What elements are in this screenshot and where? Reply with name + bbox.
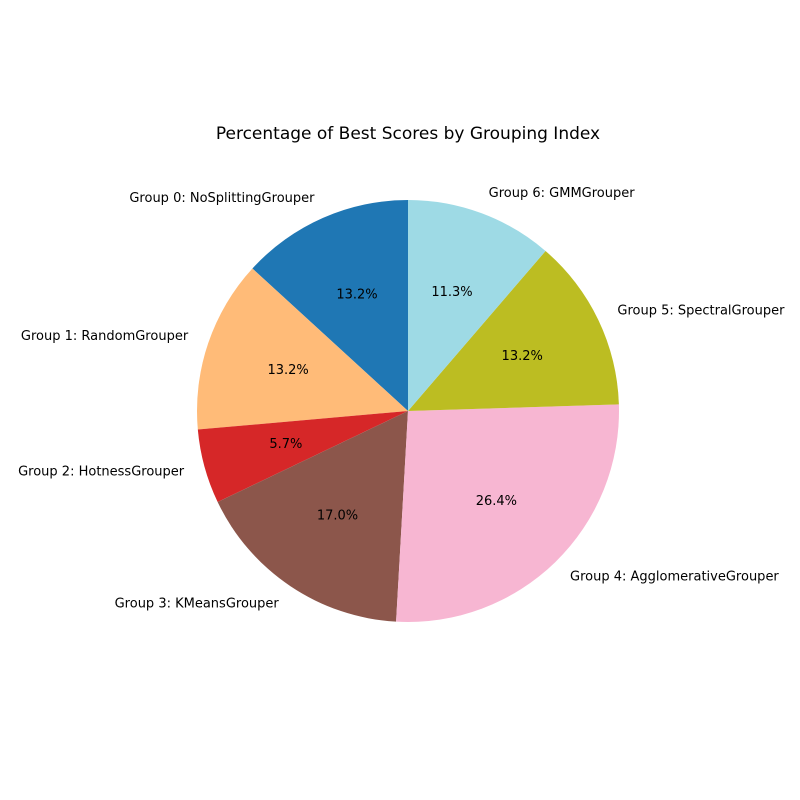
- category-label-group-2-hotnessgrouper: Group 2: HotnessGrouper: [18, 465, 185, 480]
- category-label-group-5-spectralgrouper: Group 5: SpectralGrouper: [617, 303, 785, 318]
- pie-slice-group-0-nosplittinggrouper: [252, 200, 408, 411]
- pie-slice-group-6-gmmgrouper: [408, 200, 546, 411]
- category-label-group-1-randomgrouper: Group 1: RandomGrouper: [21, 329, 189, 344]
- pie-slice-group-4-agglomerativegrouper: [396, 404, 620, 622]
- pie-slice-group-3-kmeansgrouper: [217, 411, 408, 622]
- percent-label-group-2-hotnessgrouper: 5.7%: [269, 437, 302, 452]
- percent-label-group-4-agglomerativegrouper: 26.4%: [476, 494, 517, 509]
- percent-labels: 13.2% 13.2% 5.7% 17.0% 26.4% 13.2% 11.3%: [267, 285, 542, 524]
- percent-label-group-3-kmeansgrouper: 17.0%: [317, 509, 358, 524]
- pie-slice-group-5-spectralgrouper: [408, 250, 619, 411]
- category-label-group-6-gmmgrouper: Group 6: GMMGrouper: [489, 186, 636, 201]
- pie-slices: [197, 200, 620, 622]
- pie-slice-group-1-randomgrouper: [197, 268, 408, 430]
- pie-slice-group-2-hotnessgrouper: [197, 411, 408, 503]
- category-label-group-3-kmeansgrouper: Group 3: KMeansGrouper: [115, 596, 280, 611]
- percent-label-group-6-gmmgrouper: 11.3%: [431, 285, 472, 300]
- percent-label-group-0-nosplittinggrouper: 13.2%: [336, 288, 377, 303]
- percent-label-group-5-spectralgrouper: 13.2%: [502, 349, 543, 364]
- category-labels: Group 0: NoSplittingGrouper Group 1: Rand…: [18, 186, 785, 611]
- category-label-group-0-nosplittinggrouper: Group 0: NoSplittingGrouper: [129, 191, 315, 206]
- percent-label-group-1-randomgrouper: 13.2%: [267, 363, 308, 378]
- category-label-group-4-agglomerativegrouper: Group 4: AgglomerativeGrouper: [570, 570, 779, 585]
- chart-title: Percentage of Best Scores by Grouping In…: [216, 124, 600, 144]
